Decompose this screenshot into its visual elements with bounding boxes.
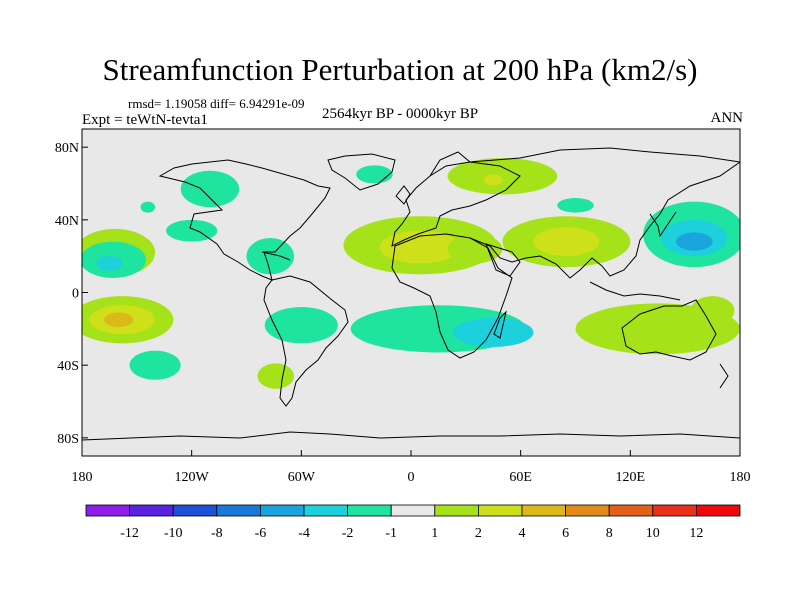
coast-arabia [485,243,521,277]
colorbar-label: 2 [475,526,482,541]
region-europe-positive [447,158,558,195]
region-mexico-negative [166,219,218,242]
region-greenland-negative [356,165,393,184]
colorbar-swatch [477,504,523,517]
coast-indonesia [589,281,681,301]
coastlines [82,147,740,441]
coast-greenland [327,153,396,191]
colorbar-label: -10 [164,526,183,541]
coast-australia [621,299,717,361]
colorbar-label: 4 [519,526,526,541]
x-tick-label: 60W [288,470,316,485]
region-aus-east-positive [690,296,735,326]
colorbar-swatch [259,504,305,517]
colorbar-swatch [85,504,130,517]
axes: 180 120W 60W 0 60E 120E 180 80N 40N 0 40S 80S [55,141,751,485]
x-tick-label: 180 [730,470,751,485]
field-regions [82,158,740,389]
region-madagascar-negative [453,317,534,347]
chart-title: Streamfunction Perturbation at 200 hPa (… [102,52,698,87]
colorbar-label: 12 [689,526,703,541]
region-n-pacific-core [96,256,123,271]
colorbar-swatch [521,504,566,517]
colorbar-label: -8 [211,526,223,541]
region-n-pacific-small-negative [140,201,156,213]
colorbar-swatch [652,504,697,517]
region-w-asia-negative [557,198,594,213]
period-label: 2564kyr BP - 0000kyr BP [322,106,479,122]
colorbar-swatch [696,504,741,517]
region-nw-pacific-core [676,232,713,251]
x-tick-label: 180 [72,470,93,485]
x-tick-label: 60E [509,470,532,485]
coast-antarctica [82,431,740,441]
colorbar-swatch [216,504,261,517]
coast-cuba [261,251,291,261]
region-asia-mid [533,227,600,257]
y-tick-label: 0 [72,287,79,302]
coast-new-zealand [719,363,729,389]
coast-madagascar [493,310,507,339]
region-caribbean-negative [246,237,295,275]
colorbar-label: 8 [606,526,613,541]
colorbar-swatch [608,504,654,517]
stats-text: rmsd= 1.19058 diff= 6.94291e-09 [128,96,305,111]
colorbar-swatch [434,504,479,517]
y-tick-label: 40N [55,214,79,229]
colorbar: -12 -10 -8 -6 -4 -2 -1 1 2 4 6 8 10 12 [85,504,741,541]
colorbar-label: -4 [298,526,310,541]
experiment-label: Expt = teWtN-tevta1 [82,112,208,128]
x-tick-label: 120W [175,470,210,485]
coast-japan [649,211,677,238]
colorbar-swatch [129,504,174,517]
coast-britain [395,185,411,205]
coast-north-america [158,159,331,281]
region-arabian-positive [447,234,503,264]
coast-asia [469,147,740,279]
colorbar-swatch [303,504,348,517]
coast-scandinavia [429,151,471,177]
colorbar-label: -12 [120,526,139,541]
y-tick-label: 80N [55,141,79,156]
y-tick-label: 80S [57,432,79,447]
region-na-arctic-negative [180,170,240,208]
colorbar-label: 6 [562,526,569,541]
colorbar-label: 1 [431,526,438,541]
colorbar-label: -2 [342,526,354,541]
x-tick-label: 0 [408,470,415,485]
x-tick-label: 120E [616,470,646,485]
region-europe-core [484,174,503,186]
colorbar-label: -1 [385,526,397,541]
colorbar-label: 10 [646,526,660,541]
region-s-america-positive [257,363,295,389]
coast-europe [391,161,521,247]
colorbar-label: -6 [255,526,267,541]
region-e-pacific-negative [264,307,338,344]
plot-background [82,129,740,456]
colorbar-swatch [565,504,610,517]
coast-south-america [263,275,349,407]
season-label: ANN [710,110,744,126]
region-s-pacific-negative [129,350,181,380]
region-s-pacific-core [103,312,134,328]
y-tick-label: 40S [57,359,79,374]
colorbar-swatch [347,504,392,517]
region-n-africa-mid [379,230,461,264]
colorbar-swatch [172,504,218,517]
colorbar-swatch [390,504,436,517]
